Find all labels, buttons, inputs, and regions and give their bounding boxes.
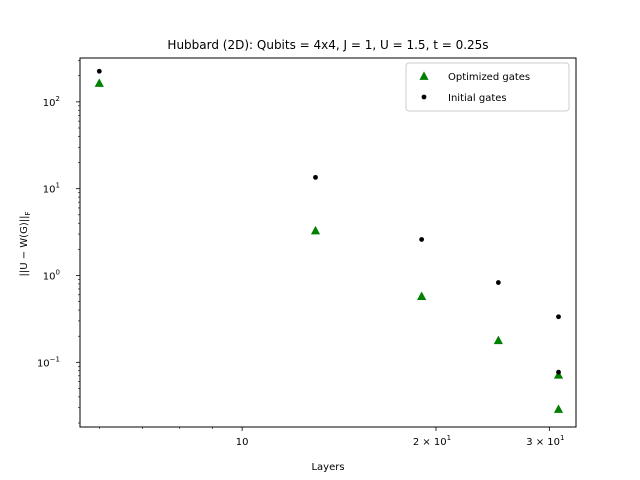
y-tick-label-exponent: −1 [50,355,60,363]
y-tick-label-base: 10 [43,185,56,196]
legend-initial-marker [421,94,427,100]
y-axis-label: ||U − W(G)||F [19,211,32,276]
x-axis-label: Layers [311,462,344,473]
legend: Optimized gates Initial gates [405,62,570,112]
y-tick-label: 102 [43,95,60,109]
y-tick-label: 101 [43,182,60,196]
initial-gates-point [556,314,561,320]
x-tick-label-base: 3 × 10 [526,437,560,448]
y-tick-label: 100 [43,269,60,283]
y-tick-label: 10−1 [37,355,60,369]
optimized-gates-point [493,335,503,345]
optimized-gates-point [310,225,321,235]
legend-optimized-marker [419,71,429,80]
initial-gates-point [556,369,561,375]
y-tick-label-base: 10 [43,272,56,283]
legend-optimized-label: Optimized gates [448,72,530,83]
axes-frame [79,57,577,428]
x-tick-label-exponent: 1 [560,434,564,442]
optimized-gates-point [417,291,427,300]
x-tick-label-base: 10 [236,437,249,448]
legend-initial-label: Initial gates [448,93,507,104]
initial-gates-point [419,237,425,242]
y-tick-label-exponent: 1 [56,182,60,190]
x-tick-label-exponent: 1 [447,434,451,442]
x-tick-label: 10 [236,437,249,448]
legend-box [405,62,570,112]
y-tick-label-exponent: 2 [56,95,60,103]
initial-gates-point [313,174,318,180]
optimized-gates-point [553,404,564,413]
y-axis-label-main: ||U − W(G)|| [19,216,30,277]
initial-gates-point [495,280,501,285]
y-tick-label-base: 10 [37,358,50,369]
optimized-gates-point [94,78,104,87]
y-tick-label-exponent: 0 [56,269,60,277]
x-tick-label: 2 × 101 [413,434,451,448]
y-tick-label-base: 10 [43,98,56,109]
x-tick-label: 3 × 101 [526,434,564,448]
chart-title: Hubbard (2D): Qubits = 4x4, J = 1, U = 1… [167,38,488,52]
x-tick-label-base: 2 × 10 [413,437,447,448]
initial-gates-point [96,68,102,74]
y-axis-label-sub: F [24,211,32,215]
